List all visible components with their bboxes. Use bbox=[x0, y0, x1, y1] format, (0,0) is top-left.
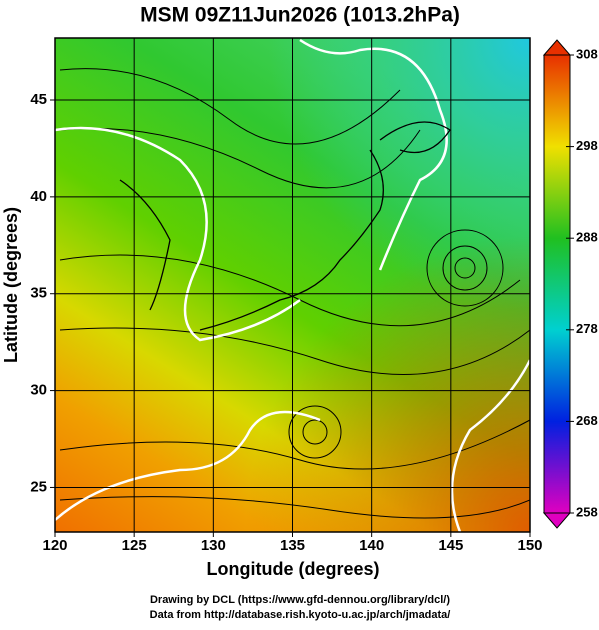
x-tick-label: 120 bbox=[42, 537, 67, 554]
colorbar-tick-label: 308 bbox=[576, 46, 598, 61]
x-tick-label: 130 bbox=[201, 537, 226, 554]
x-tick-label: 140 bbox=[359, 537, 384, 554]
y-tick-label: 40 bbox=[30, 188, 47, 205]
x-tick-label: 145 bbox=[438, 537, 463, 554]
footer-text: Data from http://database.rish.kyoto-u.a… bbox=[150, 609, 451, 621]
colorbar bbox=[543, 54, 571, 514]
y-tick-label: 35 bbox=[30, 285, 47, 302]
y-tick-label: 45 bbox=[30, 91, 47, 108]
x-axis-label: Longitude (degrees) bbox=[206, 559, 379, 579]
colorbar-tick-label: 288 bbox=[576, 230, 598, 245]
x-tick-label: 150 bbox=[517, 537, 542, 554]
colorbar-tick-label: 258 bbox=[576, 504, 598, 519]
colorbar-bottom-arrow bbox=[542, 512, 572, 529]
coastline bbox=[119, 121, 451, 331]
colorbar-tick-label: 278 bbox=[576, 321, 598, 336]
plot-frame bbox=[54, 37, 531, 533]
footer-text: Drawing by DCL (https://www.gfd-dennou.o… bbox=[150, 594, 450, 606]
y-tick-label: 25 bbox=[30, 478, 47, 495]
x-tick-label: 135 bbox=[280, 537, 305, 554]
chart-title: MSM 09Z11Jun2026 (1013.2hPa) bbox=[140, 4, 460, 27]
contours bbox=[55, 38, 530, 532]
y-axis-label: Latitude (degrees) bbox=[1, 207, 21, 363]
y-tick-label: 30 bbox=[30, 382, 47, 399]
colorbar-tick-label: 268 bbox=[576, 413, 598, 428]
x-tick-label: 125 bbox=[122, 537, 147, 554]
streamlines bbox=[59, 68, 530, 519]
colorbar-tick-label: 298 bbox=[576, 138, 598, 153]
colorbar-top-arrow bbox=[542, 39, 572, 56]
